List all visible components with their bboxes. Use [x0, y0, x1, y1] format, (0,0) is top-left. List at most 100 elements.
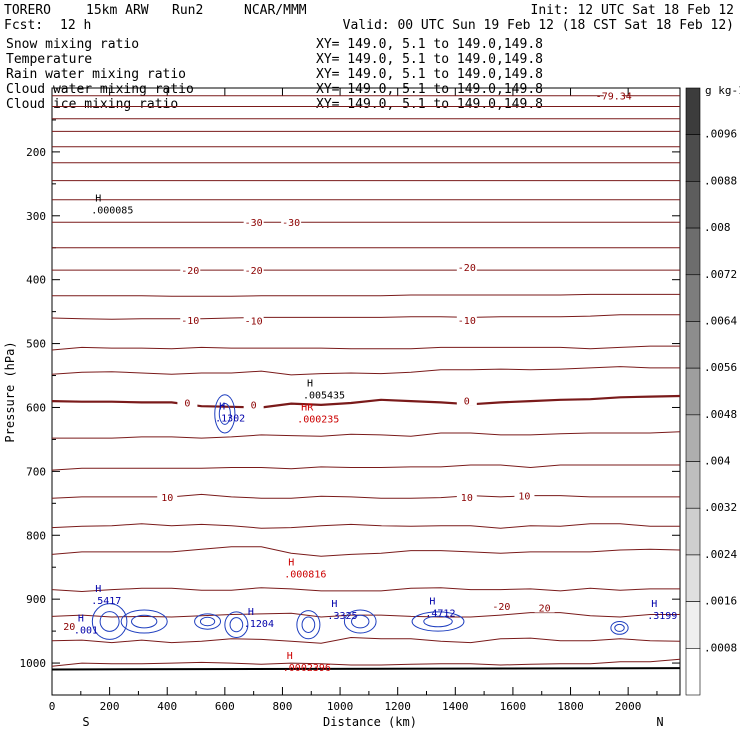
temperature-contour — [51, 366, 680, 376]
y-tick-label: 300 — [26, 210, 46, 223]
colorbar-segment — [685, 227, 701, 276]
extremum-value: .000816 — [284, 569, 326, 580]
extremum-mark: H — [95, 584, 101, 595]
contour-label-bg — [491, 600, 512, 612]
colorbar-segment — [685, 601, 701, 649]
cloud-water-contour — [199, 616, 216, 627]
x-tick-label: 1200 — [384, 700, 411, 713]
field-xy: XY= 149.0, 5.1 to 149.0,149.8 — [316, 37, 543, 52]
cloud-water-contour — [301, 616, 316, 633]
colorbar-label: .0024 — [704, 548, 737, 561]
contour-label: 0 — [251, 400, 257, 411]
y-tick-label: 400 — [26, 274, 46, 287]
colorbar-label: .0016 — [704, 595, 737, 608]
temperature-contour — [51, 546, 681, 557]
extremum-mark: H — [78, 614, 84, 625]
colorbar-label: .0048 — [704, 408, 737, 421]
colorbar-label: .008 — [704, 221, 731, 234]
contour-label-bg — [456, 394, 477, 406]
cloud-water-contour — [99, 611, 120, 632]
valid-time: Valid: 00 UTC Sun 19 Feb 12 (18 CST Sat … — [343, 18, 734, 33]
colorbar-segment — [685, 507, 701, 556]
colorbar-segment — [685, 461, 701, 509]
cloud-water-contour — [214, 394, 236, 434]
cloud-water-contour — [343, 609, 377, 634]
temperature-contour — [51, 345, 680, 351]
extremum-mark: H — [651, 599, 657, 610]
y-tick-label: 600 — [26, 401, 46, 414]
contour-label: -20 — [245, 266, 263, 277]
contour-label: 0 — [464, 396, 470, 407]
contour-label: 10 — [518, 492, 530, 503]
init-time: Init: 12 UTC Sat 18 Feb 12 — [531, 3, 735, 18]
contour-label-bg — [59, 619, 80, 631]
temperature-contour — [51, 464, 680, 471]
colorbar-label: .0008 — [704, 641, 737, 654]
model-config: 15km ARW — [86, 3, 149, 18]
colorbar-label: .0096 — [704, 128, 737, 141]
x-tick-label: 600 — [215, 700, 235, 713]
extremum-value: .000085 — [91, 206, 133, 217]
extremum-value: .005435 — [303, 390, 345, 401]
colorbar-segment — [685, 181, 701, 229]
extremum-value: .3199 — [647, 611, 677, 622]
contour-label-bg — [514, 489, 535, 501]
extremum-mark: H — [287, 651, 293, 662]
contour-label: 10 — [161, 493, 173, 504]
cloud-water-contour — [224, 611, 249, 638]
y-tick-label: 800 — [26, 529, 46, 542]
model-name: TORERO — [4, 3, 51, 18]
contour-label-bg — [243, 314, 264, 326]
colorbar-units: g kg-1 — [705, 84, 740, 97]
x-tick-label: 200 — [100, 700, 120, 713]
temperature-contour — [51, 658, 681, 667]
y-tick-label: 700 — [26, 465, 46, 478]
cloud-water-contours — [91, 394, 629, 640]
surface-line — [51, 667, 681, 671]
contour-label: -10 — [458, 316, 476, 327]
colorbar: .0096 .0088 .008 .0072 .0064 .0056 .0048 .004 .0… — [685, 87, 737, 696]
y-tick-label: 1000 — [20, 657, 47, 670]
extrema-labels: H.000085H.005435H.1302HR.000235H.000816H… — [74, 194, 677, 674]
cloud-water-contour — [194, 613, 222, 630]
x-tick-label: 1800 — [557, 700, 584, 713]
colorbar-segment — [685, 87, 701, 135]
contour-label-bg — [180, 313, 201, 325]
y-axis-title: Pressure (hPa) — [3, 341, 17, 442]
temperature-contour — [51, 394, 681, 409]
extremum-mark: HR — [301, 403, 314, 414]
x-tick-label: 1000 — [327, 700, 354, 713]
contour-label-bg — [243, 398, 264, 410]
temperature-contour — [51, 523, 680, 529]
contour-label: -30 — [245, 218, 263, 229]
x-tick-label: 1400 — [442, 700, 469, 713]
contour-label: -10 — [181, 316, 199, 327]
plot-frame — [51, 87, 681, 696]
x-tick-label: 2000 — [615, 700, 642, 713]
colorbar-segment — [685, 367, 701, 416]
colorbar-label: .0056 — [704, 361, 737, 374]
extremum-mark: H — [95, 194, 101, 205]
contour-label: 0 — [184, 398, 190, 409]
colorbar-segment — [685, 414, 701, 462]
extremum-mark: H — [219, 401, 225, 412]
field-name: Cloud water mixing ratio — [6, 82, 194, 97]
extremum-value: .001 — [74, 626, 98, 637]
x-tick-label: 1600 — [500, 700, 527, 713]
contour-label-bg — [603, 89, 624, 101]
x-tick-label: 0 — [49, 700, 56, 713]
cloud-water-contour — [218, 402, 231, 425]
contour-label-bg — [534, 601, 555, 613]
temperature-contour — [51, 612, 680, 618]
cloud-water-contour — [614, 623, 625, 632]
contour-label: 20 — [63, 622, 75, 633]
y-tick-label: 500 — [26, 338, 46, 351]
y-tick-label: 200 — [26, 146, 46, 159]
run-name: Run2 — [172, 3, 203, 18]
colorbar-label: .0088 — [704, 174, 737, 187]
extremum-value: .3325 — [327, 611, 357, 622]
org-name: NCAR/MMM — [244, 3, 307, 18]
field-name: Rain water mixing ratio — [6, 67, 186, 82]
cloud-water-contour — [120, 609, 168, 634]
